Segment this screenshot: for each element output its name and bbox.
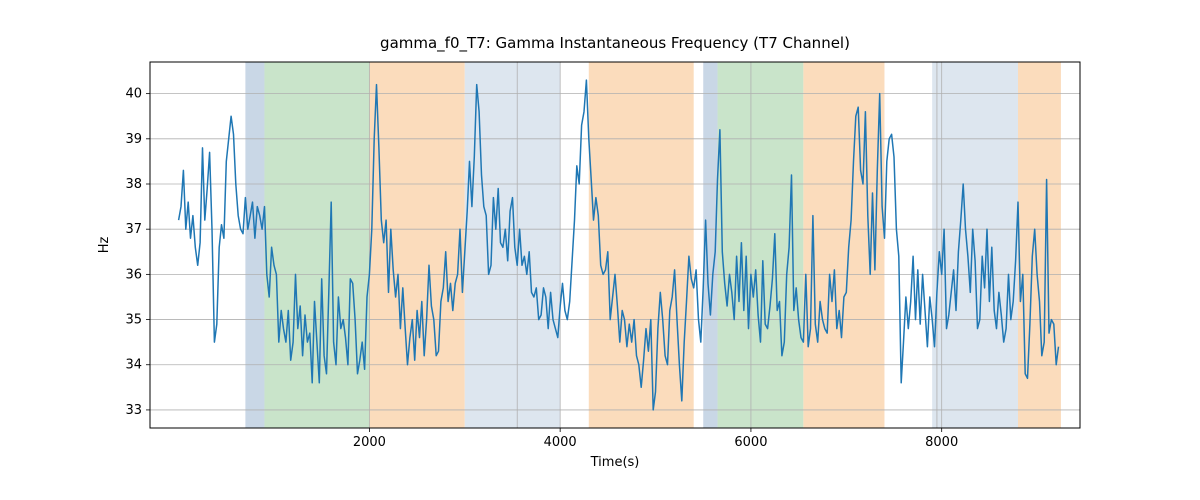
ytick-label: 33	[125, 403, 142, 418]
ytick-label: 38	[125, 177, 142, 192]
chart-title: gamma_f0_T7: Gamma Instantaneous Frequen…	[380, 34, 850, 53]
xtick-label: 4000	[544, 435, 577, 450]
xlabel: Time(s)	[590, 455, 640, 470]
background-spans	[245, 62, 1061, 428]
ytick-label: 37	[125, 222, 142, 237]
chart-container: 2000 4000 6000 8000 33 34 35 36 37 38 39 40 Time(s) H…	[0, 0, 1200, 500]
ytick-label: 36	[125, 267, 142, 282]
chart-svg: 2000 4000 6000 8000 33 34 35 36 37 38 39 40 Time(s) H…	[0, 0, 1200, 500]
span-region	[589, 62, 694, 428]
ytick-label: 39	[125, 132, 142, 147]
span-region	[718, 62, 804, 428]
xtick-label: 2000	[353, 435, 386, 450]
ylabel: Hz	[97, 237, 112, 254]
xtick-label: 8000	[925, 435, 958, 450]
xtick-label: 6000	[734, 435, 767, 450]
ytick-label: 35	[125, 313, 142, 328]
span-region	[803, 62, 884, 428]
ytick-label: 40	[125, 87, 142, 102]
span-region	[245, 62, 264, 428]
span-region	[369, 62, 464, 428]
ytick-label: 34	[125, 358, 142, 373]
span-region	[264, 62, 369, 428]
